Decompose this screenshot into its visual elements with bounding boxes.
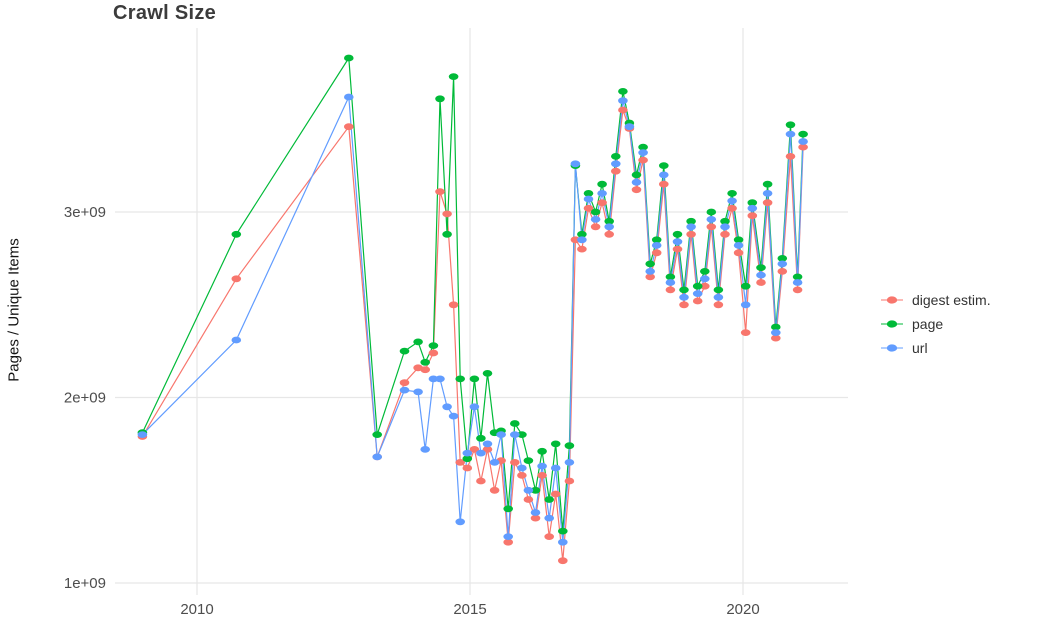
legend-key-digest-icon: [881, 295, 903, 304]
legend: digest estim. page url: [880, 289, 991, 358]
legend-key-page-icon: [881, 319, 903, 328]
legend-item-page: page: [880, 313, 991, 334]
legend-item-digest-estim: digest estim.: [880, 289, 991, 310]
y-axis-label: Pages / Unique Items: [5, 238, 23, 382]
svg-text:1e+09: 1e+09: [64, 575, 106, 592]
svg-text:2020: 2020: [726, 601, 759, 618]
legend-label-page: page: [912, 315, 944, 332]
legend-label-url: url: [912, 339, 928, 356]
legend-item-url: url: [880, 337, 991, 358]
legend-key-url-icon: [881, 343, 903, 352]
svg-text:2e+09: 2e+09: [64, 390, 106, 407]
svg-text:2015: 2015: [453, 601, 486, 618]
chart-title: Crawl Size: [113, 2, 217, 24]
svg-text:3e+09: 3e+09: [64, 204, 106, 221]
legend-label-digest-estim: digest estim.: [912, 291, 991, 308]
svg-text:2010: 2010: [180, 601, 213, 618]
